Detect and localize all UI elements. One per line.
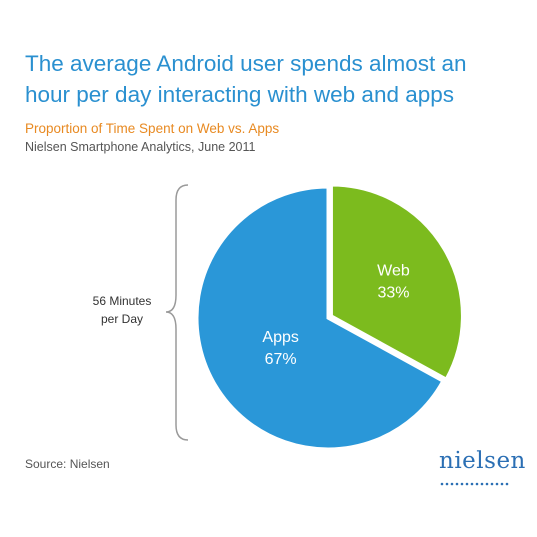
chart-subtitle: Proportion of Time Spent on Web vs. Apps (25, 121, 280, 136)
logo-dot (505, 482, 509, 486)
pie-slice-web (329, 183, 464, 382)
logo-dot (485, 482, 489, 486)
logo-dot (480, 482, 484, 486)
nielsen-logo: nielsen (439, 448, 526, 488)
nielsen-logo-text: nielsen (439, 448, 526, 474)
brace-label-line-1: 56 Minutes (93, 294, 152, 308)
footer-source: Source: Nielsen (25, 457, 110, 471)
slice-value-apps: 67% (265, 351, 297, 368)
chart-title-line-2: hour per day interacting with web and ap… (25, 82, 455, 107)
pie-labels: Web 33% Apps 67% (262, 262, 409, 368)
data-source-line: Nielsen Smartphone Analytics, June 2011 (25, 140, 256, 154)
logo-dot (445, 482, 449, 486)
logo-dot (490, 482, 494, 486)
slice-label-web: Web (377, 262, 410, 279)
brace-label-line-2: per Day (101, 312, 143, 326)
slice-label-apps: Apps (262, 329, 298, 346)
logo-dot (460, 482, 464, 486)
chart-title: The average Android user spends almost a… (25, 48, 525, 110)
curly-brace (165, 184, 189, 441)
pie-slices (195, 183, 464, 451)
slice-value-web: 33% (377, 284, 409, 301)
logo-dot (475, 482, 479, 486)
logo-dot (450, 482, 454, 486)
logo-dot (455, 482, 459, 486)
logo-dot (495, 482, 499, 486)
chart-title-line-1: The average Android user spends almost a… (25, 51, 467, 76)
pie-slice-apps (195, 185, 445, 451)
logo-dot (470, 482, 474, 486)
logo-dot (465, 482, 469, 486)
logo-dots (440, 482, 509, 486)
logo-dot (440, 482, 444, 486)
logo-dot (500, 482, 504, 486)
